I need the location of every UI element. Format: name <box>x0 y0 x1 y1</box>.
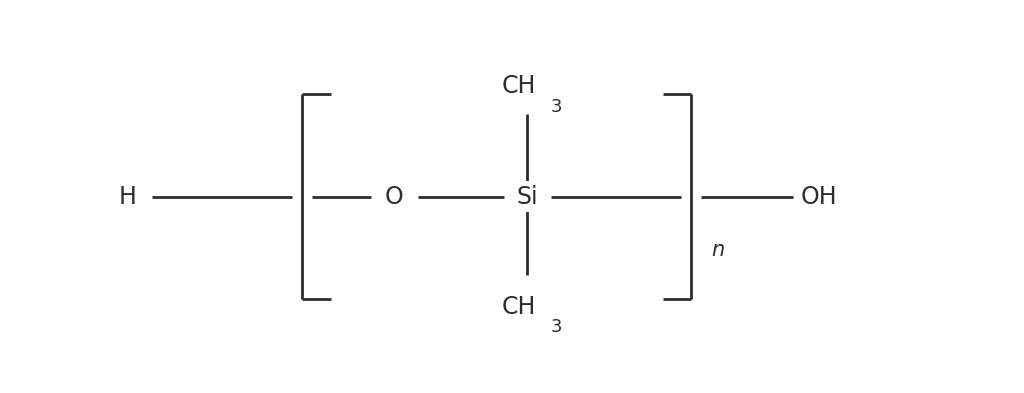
Text: 3: 3 <box>550 318 562 336</box>
Text: n: n <box>712 240 725 259</box>
Text: CH: CH <box>502 74 537 99</box>
Text: 3: 3 <box>550 98 562 116</box>
Text: CH: CH <box>502 294 537 319</box>
Text: OH: OH <box>801 184 838 209</box>
Text: H: H <box>119 184 137 209</box>
Text: O: O <box>385 184 403 209</box>
Text: Si: Si <box>516 184 539 209</box>
